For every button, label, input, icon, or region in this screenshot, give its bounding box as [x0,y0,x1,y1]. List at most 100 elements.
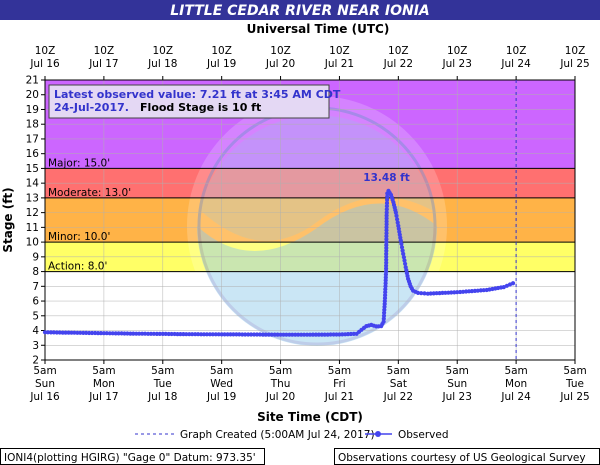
x-tick-day-1: Mon [93,378,115,390]
series-point-observed [384,216,389,221]
series-point-observed [201,332,207,337]
series-point-observed [78,330,83,335]
top-tick-time-4: 10Z [270,45,291,57]
x-tick-day-2: Tue [153,378,172,390]
series-point-observed [384,204,389,209]
series-point-observed [384,257,389,262]
series-point-observed [382,299,387,304]
series-point-observed [240,332,245,337]
top-tick-date-3: Jul 19 [206,58,236,70]
series-point-observed [305,332,310,337]
y-tick-label-6: 6 [32,296,39,308]
series-point-observed [381,313,387,318]
series-point-observed [384,210,389,215]
series-point-observed [269,332,274,337]
title-bar [0,0,600,20]
band-label-action: Action: 8.0' [48,261,107,273]
legend-observed-label: Observed [398,429,449,441]
series-point-observed [415,290,421,295]
series-point-observed [72,330,77,335]
series-point-observed [143,331,148,336]
series-point-observed [384,263,389,268]
series-point-observed [166,331,171,337]
top-tick-time-8: 10Z [506,45,527,57]
series-point-observed [384,225,389,230]
footer-datum-text: IONI4(plotting HGIRG) "Gage 0" Datum: 97… [4,452,256,464]
series-point-observed [234,332,239,337]
series-point-observed [252,332,257,337]
x-tick-date-7: Jul 23 [442,391,472,403]
top-tick-date-6: Jul 22 [383,58,413,70]
series-point-observed [54,330,59,335]
top-tick-time-2: 10Z [152,45,173,57]
series-point-observed [187,332,192,337]
peak-annotation: 13.48 ft [363,172,409,184]
y-tick-label-15: 15 [26,163,39,175]
x-tick-time-0: 5am [33,365,56,377]
y-tick-label-13: 13 [26,192,39,204]
series-point-observed [313,332,318,337]
x-tick-date-0: Jul 16 [29,391,60,403]
y-tick-label-7: 7 [32,281,39,293]
y-tick-label-16: 16 [26,148,40,160]
series-point-observed [178,332,183,337]
series-point-observed [154,331,159,336]
y-tick-label-14: 14 [26,178,40,190]
series-point-observed [84,330,89,335]
series-point-observed [384,240,389,245]
series-point-observed [384,231,389,236]
series-point-observed [402,258,407,263]
series-point-observed [281,332,286,337]
series-point-observed [328,332,333,337]
series-point-observed [42,330,48,335]
x-tick-date-2: Jul 18 [147,391,177,403]
series-point-observed [399,245,405,250]
latest-value-date: 24-Jul-2017. [54,101,129,114]
footer-credit-text: Observations courtesy of US Geological S… [338,452,586,464]
series-point-observed [384,251,389,256]
x-tick-date-8: Jul 24 [500,391,531,403]
x-tick-date-3: Jul 19 [206,391,236,403]
series-point-observed [275,332,280,337]
y-tick-label-3: 3 [32,340,39,352]
flood-band-labels: Major: 15.0' Moderate: 13.0' Minor: 10.0' A… [45,157,575,273]
legend-observed-marker [375,431,381,437]
series-point-observed [243,332,248,337]
x-tick-day-9: Tue [565,378,584,390]
series-point-observed [401,255,406,260]
top-tick-time-5: 10Z [329,45,350,57]
series-point-observed [400,248,405,253]
series-point-observed [316,332,321,337]
series-point-observed [319,332,324,337]
series-point-observed [287,332,292,337]
top-tick-time-1: 10Z [94,45,115,57]
series-point-observed [469,289,474,294]
band-label-major: Major: 15.0' [48,157,110,169]
flood-stage-text: Flood Stage is 10 ft [140,101,261,114]
series-point-observed [384,260,389,265]
series-point-observed [51,330,56,335]
series-point-observed [299,332,304,337]
latest-value-line2: 24-Jul-2017. Flood Stage is 10 ft [54,96,261,115]
series-point-observed [257,332,262,337]
series-point-observed [231,332,236,337]
series-point-observed [449,290,454,295]
series-point-observed [384,207,389,212]
series-point-observed [393,210,398,215]
series-point-observed [422,291,427,296]
series-point-observed [263,332,268,337]
y-tick-label-17: 17 [26,133,39,145]
x-tick-date-4: Jul 20 [265,391,295,403]
series-point-observed [266,332,271,337]
series-point-observed [384,245,389,251]
series-point-observed [384,269,389,274]
series-point-observed [125,331,130,336]
series-point-observed [163,331,168,336]
series-point-observed [278,332,283,337]
series-point-observed [419,291,424,296]
series-point-observed [207,332,212,337]
series-point-observed [401,251,406,256]
series-point-observed [384,237,389,242]
series-point-observed [384,254,389,259]
